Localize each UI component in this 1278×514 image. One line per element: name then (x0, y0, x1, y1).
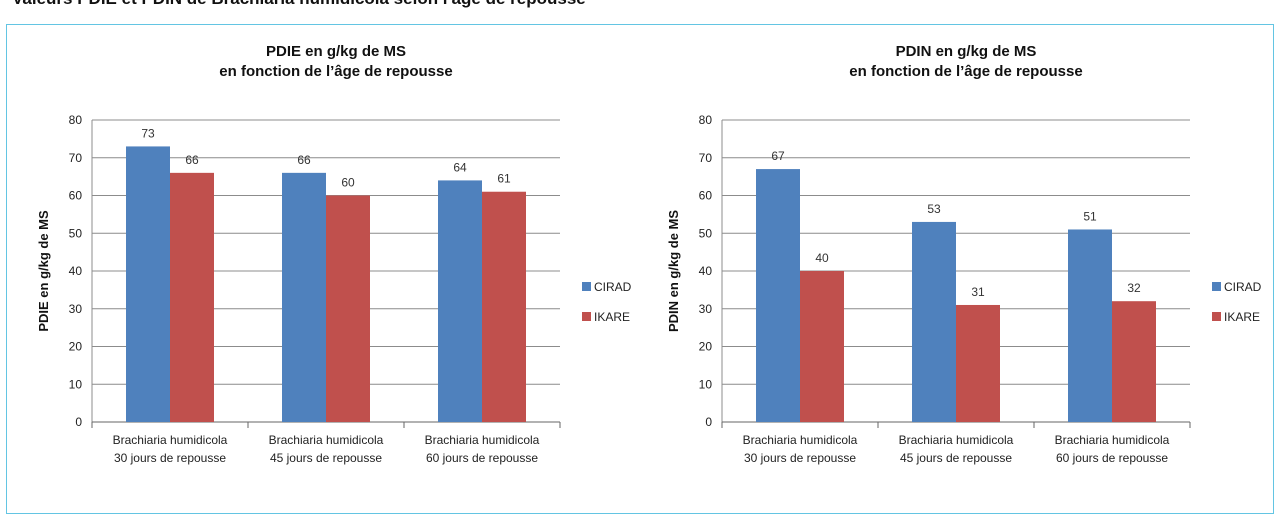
y-axis-label: PDIN en g/kg de MS (666, 210, 681, 332)
data-label: 53 (927, 202, 941, 216)
chart-title-line: PDIE en g/kg de MS (266, 43, 406, 60)
y-tick-label: 70 (699, 151, 713, 165)
legend-swatch (1212, 312, 1221, 321)
legend-label: IKARE (594, 310, 630, 324)
y-tick-label: 20 (69, 340, 83, 354)
pdin-chart: PDIN en g/kg de MS en fonction de l’âge d… (652, 30, 1262, 490)
bar-cirad (912, 221, 956, 422)
y-tick-label: 10 (699, 377, 713, 391)
y-tick-label: 10 (69, 377, 83, 391)
y-tick-label: 80 (69, 113, 83, 127)
y-tick-label: 0 (75, 415, 82, 429)
bar-cirad (282, 172, 326, 422)
y-tick-label: 0 (705, 415, 712, 429)
data-label: 61 (497, 172, 511, 186)
chart-title-line: PDIN en g/kg de MS (896, 43, 1037, 60)
x-tick-label: Brachiaria humidicola (1055, 433, 1170, 447)
bar-ikare (1112, 301, 1156, 422)
x-tick-label: 60 jours de repousse (426, 451, 538, 465)
pdie-chart: PDIE en g/kg de MS en fonction de l’âge d… (22, 30, 632, 490)
legend-label: CIRAD (1224, 280, 1262, 294)
y-tick-label: 60 (69, 189, 83, 203)
bar-ikare (170, 172, 214, 422)
chart-title-line: en fonction de l’âge de repousse (849, 63, 1082, 80)
legend-swatch (582, 282, 591, 291)
x-tick-label: 45 jours de repousse (270, 451, 382, 465)
chart-title-line: en fonction de l’âge de repousse (219, 63, 452, 80)
x-tick-label: 45 jours de repousse (900, 451, 1012, 465)
bar-ikare (482, 191, 526, 422)
bar-cirad (1068, 229, 1112, 422)
x-tick-label: Brachiaria humidicola (743, 433, 858, 447)
y-tick-label: 20 (699, 340, 713, 354)
legend-label: IKARE (1224, 310, 1260, 324)
x-tick-label: Brachiaria humidicola (113, 433, 228, 447)
data-label: 40 (815, 251, 829, 265)
y-tick-label: 50 (699, 226, 713, 240)
data-label: 66 (297, 153, 311, 167)
legend-swatch (1212, 282, 1221, 291)
legend-swatch (582, 312, 591, 321)
bar-ikare (956, 304, 1000, 422)
data-label: 64 (453, 160, 467, 174)
y-tick-label: 60 (699, 189, 713, 203)
legend-label: CIRAD (594, 280, 632, 294)
data-label: 51 (1083, 209, 1097, 223)
bar-ikare (326, 195, 370, 422)
x-tick-label: 60 jours de repousse (1056, 451, 1168, 465)
y-tick-label: 80 (699, 113, 713, 127)
x-tick-label: Brachiaria humidicola (425, 433, 540, 447)
y-tick-label: 30 (69, 302, 83, 316)
chart-svg: PDIE en g/kg de MS en fonction de l’âge d… (36, 43, 632, 465)
x-tick-label: Brachiaria humidicola (899, 433, 1014, 447)
bar-cirad (438, 180, 482, 422)
y-tick-label: 50 (69, 226, 83, 240)
y-tick-label: 30 (699, 302, 713, 316)
y-tick-label: 70 (69, 151, 83, 165)
x-tick-label: 30 jours de repousse (744, 451, 856, 465)
data-label: 32 (1127, 281, 1141, 295)
data-label: 31 (971, 285, 985, 299)
x-tick-label: 30 jours de repousse (114, 451, 226, 465)
cropped-header: Valeurs PDIE et PDIN de Brachiaria humid… (0, 0, 1278, 30)
data-label: 73 (141, 126, 155, 140)
chart-svg: PDIN en g/kg de MS en fonction de l’âge d… (666, 43, 1262, 465)
x-tick-label: Brachiaria humidicola (269, 433, 384, 447)
y-tick-label: 40 (69, 264, 83, 278)
bar-ikare (800, 271, 844, 422)
y-tick-label: 40 (699, 264, 713, 278)
cropped-header-text: Valeurs PDIE et PDIN de Brachiaria humid… (12, 0, 586, 9)
data-label: 60 (341, 176, 355, 190)
data-label: 67 (771, 149, 785, 163)
bar-cirad (126, 146, 170, 423)
y-axis-label: PDIE en g/kg de MS (36, 210, 51, 332)
data-label: 66 (185, 153, 199, 167)
bar-cirad (756, 169, 800, 422)
